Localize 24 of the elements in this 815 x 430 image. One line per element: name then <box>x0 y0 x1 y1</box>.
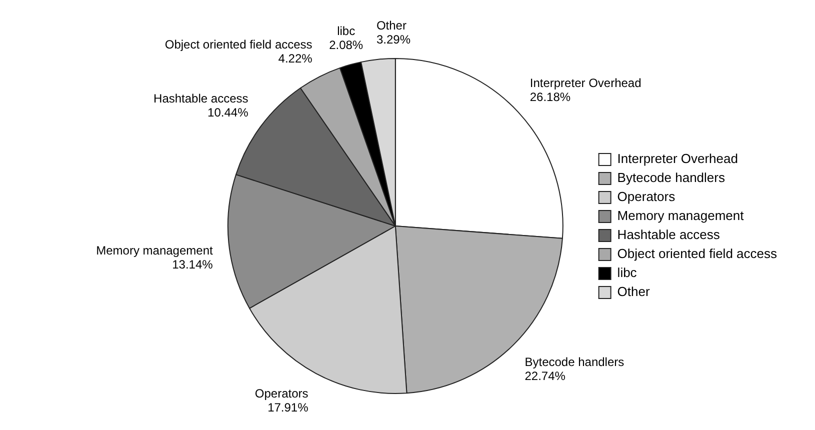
legend-label: libc <box>617 265 638 280</box>
slice-label: Bytecode handlers <box>524 355 624 370</box>
slice-label: Operators <box>254 386 308 400</box>
slice-label: Interpreter Overhead <box>530 76 642 90</box>
data-label: 22.74% <box>524 369 566 384</box>
data-label: 3.29% <box>376 32 411 46</box>
legend-label: Operators <box>617 189 676 204</box>
slice-label: Memory management <box>96 243 214 258</box>
data-label: 2.08% <box>329 38 364 52</box>
legend-label: Other <box>617 284 650 300</box>
data-label: 10.44% <box>208 105 249 120</box>
legend-label: Hashtable access <box>617 227 720 242</box>
slice-label: Object oriented field access <box>164 37 312 52</box>
data-label: 17.91% <box>268 400 309 414</box>
data-label: 26.18% <box>530 90 571 104</box>
legend-label: Object oriented field access <box>617 246 778 262</box>
slice-label: libc <box>337 24 356 38</box>
legend-label: Bytecode handlers <box>617 170 726 186</box>
slice-label: Hashtable access <box>154 91 248 106</box>
slice-label: Other <box>376 18 406 32</box>
data-label: 13.14% <box>172 257 214 272</box>
legend-label: Memory management <box>617 208 744 224</box>
data-label: 4.22% <box>278 51 313 66</box>
legend-label: Interpreter Overhead <box>617 151 738 166</box>
